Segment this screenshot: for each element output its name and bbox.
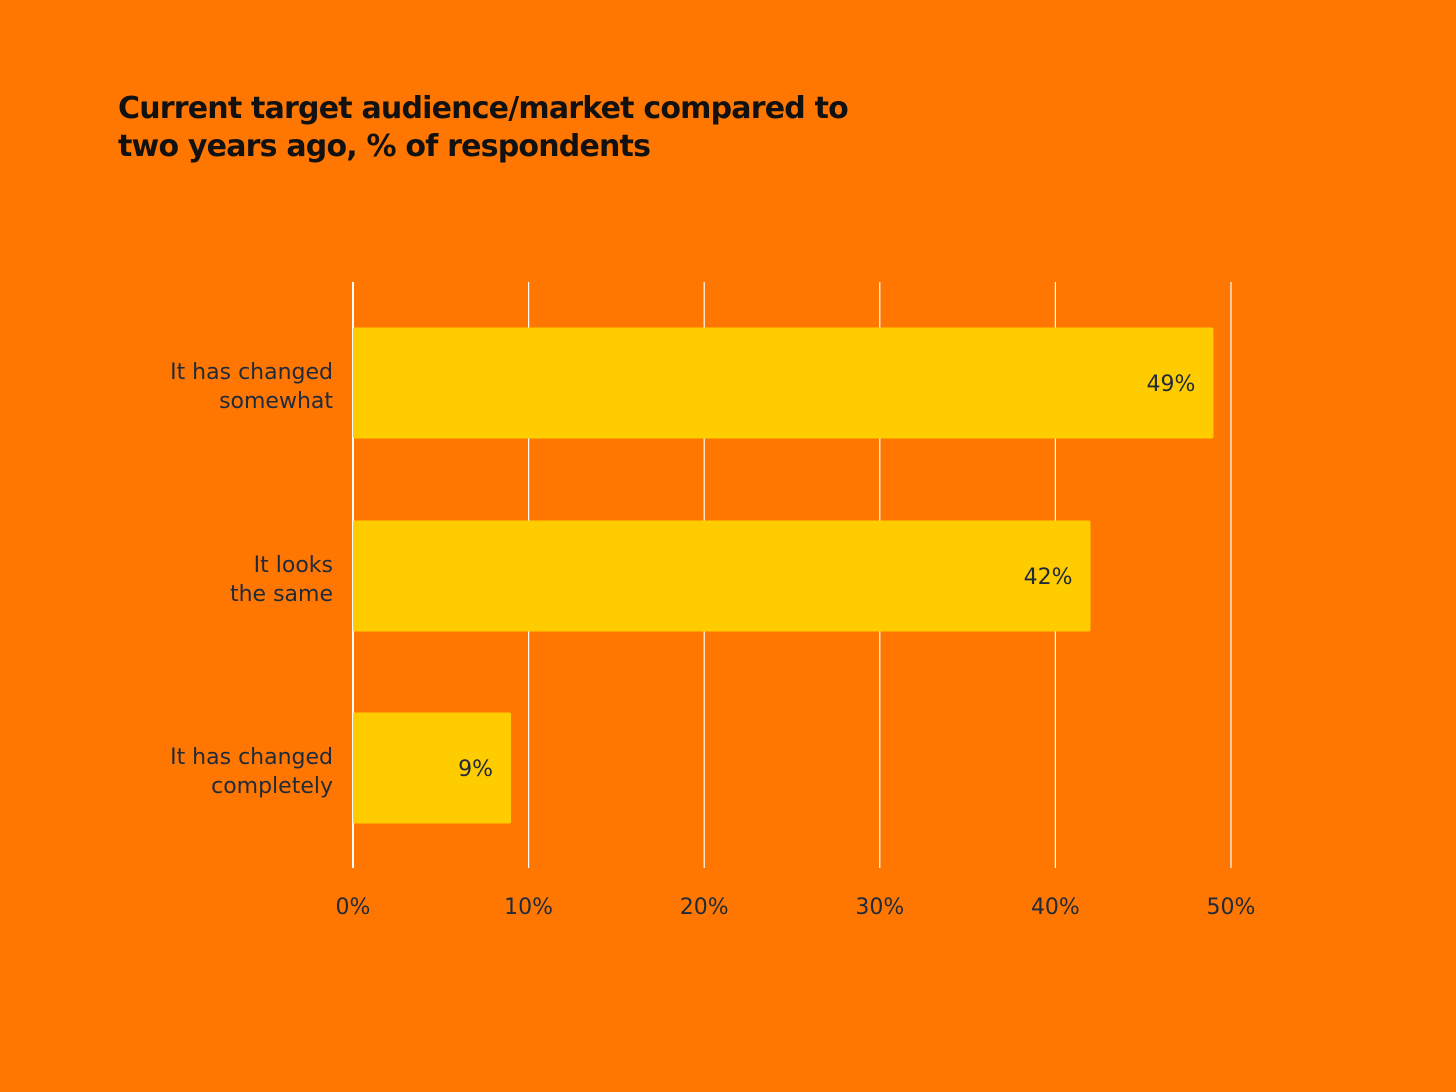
category-label: It has changed somewhat — [170, 360, 333, 414]
category-label-line: the same — [230, 582, 333, 607]
x-tick-label: 10% — [504, 895, 553, 920]
bar-0 — [353, 327, 1214, 439]
x-tick-label: 30% — [855, 895, 904, 920]
data-label: 42% — [1024, 565, 1073, 590]
x-tick-label: 40% — [1031, 895, 1080, 920]
category-label-line: It has changed — [170, 360, 333, 385]
x-axis: 0% 10% 20% 30% 40% 50% — [336, 895, 1256, 920]
bar-1 — [353, 520, 1091, 632]
chart-title-line-2: two years ago, % of respondents — [118, 129, 651, 164]
x-tick-label: 0% — [336, 895, 371, 920]
category-label-line: somewhat — [219, 389, 333, 414]
chart-title: Current target audience/market compared … — [118, 90, 849, 166]
category-label: It looks the same — [230, 553, 333, 607]
category-label-line: It has changed — [170, 745, 333, 770]
data-label: 9% — [458, 757, 493, 782]
category-label: It has changed completely — [170, 745, 333, 799]
category-label-line: It looks — [254, 553, 333, 578]
chart-title-line-1: Current target audience/market compared … — [118, 91, 849, 126]
category-label-line: completely — [211, 774, 333, 799]
bar-2 — [353, 712, 512, 824]
bars: 49% 42% 9% — [353, 327, 1214, 824]
data-label: 49% — [1147, 372, 1196, 397]
x-tick-label: 20% — [680, 895, 729, 920]
x-tick-label: 50% — [1207, 895, 1256, 920]
